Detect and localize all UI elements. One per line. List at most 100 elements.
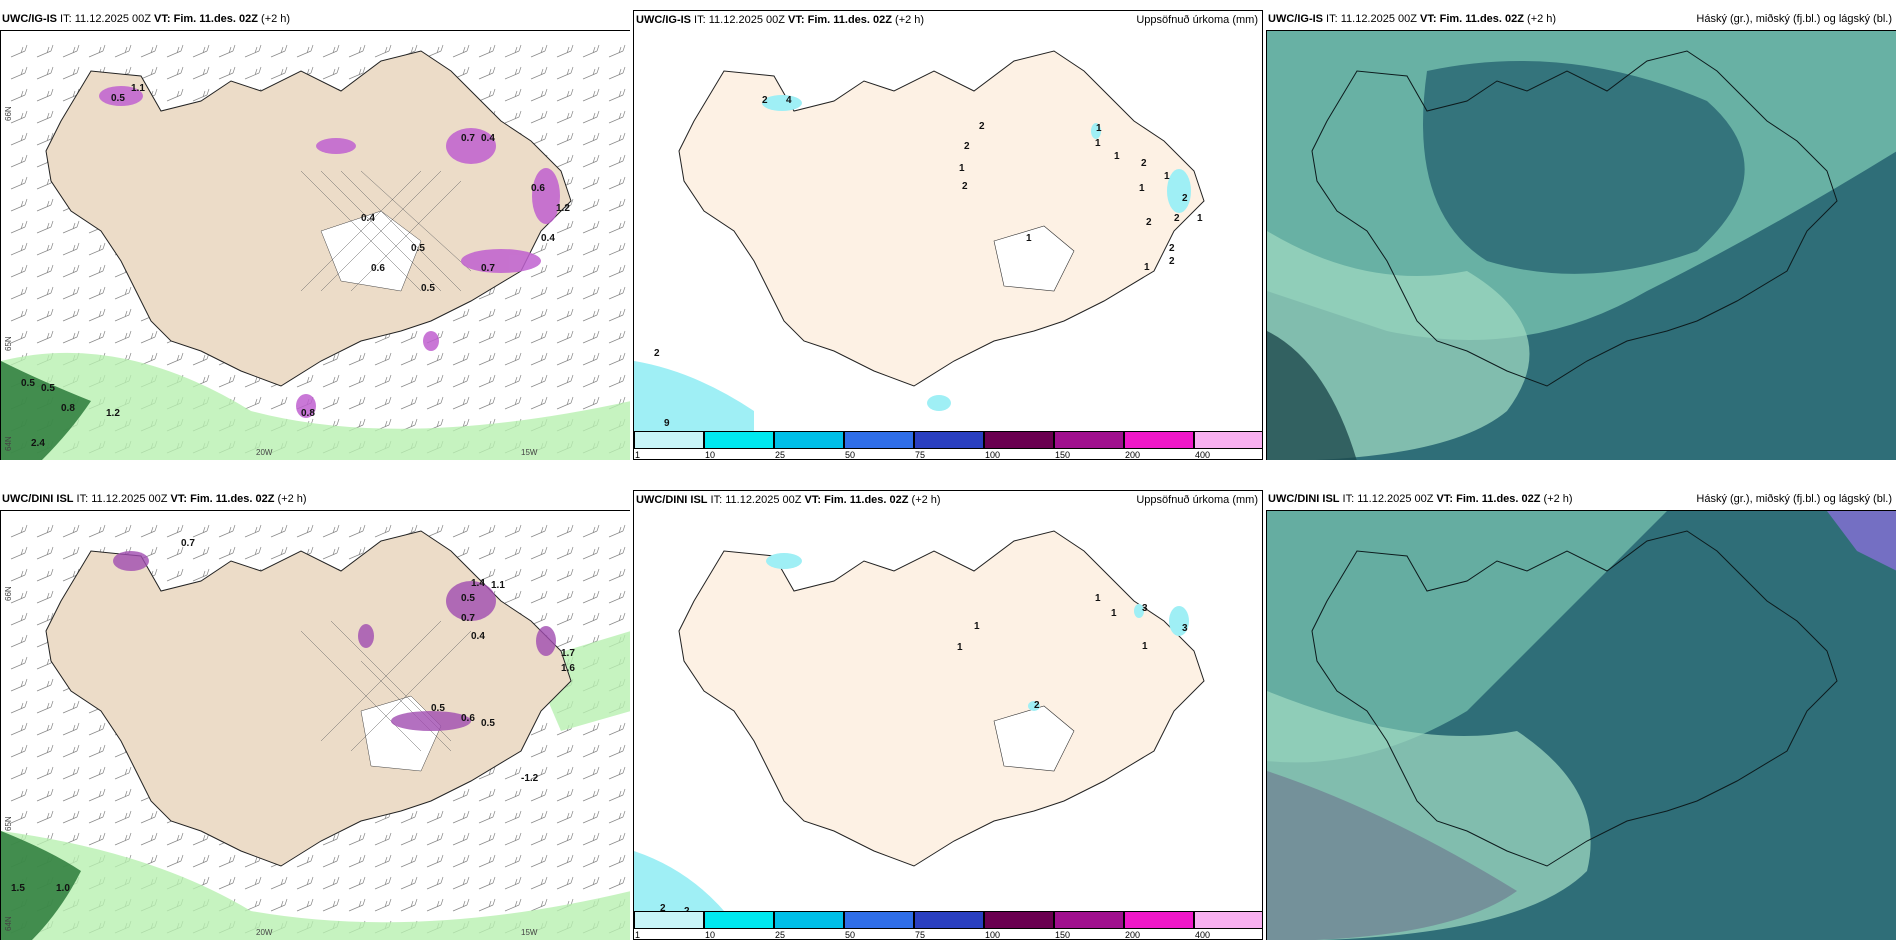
panel-title: UWC/IG-IS IT: 11.12.2025 00Z VT: Fim. 11… [1268,13,1557,25]
wind-barb [36,788,54,802]
wind-barb [582,524,600,538]
wind-barb [530,396,548,410]
wind-barb [400,330,418,344]
wind-barb [36,568,54,582]
value-label: 0.4 [481,133,495,144]
wind-barb [10,176,28,190]
wind-barb [608,810,626,824]
wind-barb [10,810,28,824]
value-label: 2 [964,141,970,152]
value-label: 0.7 [481,263,495,274]
wind-barb [582,612,600,626]
wind-barb [36,198,54,212]
wind-barb [426,352,444,366]
wind-barb [504,374,522,388]
wind-barb [582,374,600,388]
wind-barb [114,330,132,344]
wind-barb [608,524,626,538]
wind-barb [582,352,600,366]
legend-swatch [914,911,984,929]
wind-map: 20W 15W 66N 65N 64N 0.5 0.5 0.8 1.2 2.4 0.7 0.… [0,30,630,460]
wind-barb [582,242,600,256]
wind-barb [400,832,418,846]
wind-barb [608,132,626,146]
wind-barb [88,766,106,780]
legend-label: 10 [705,930,716,940]
precip-map: 1111331222 [634,511,1262,923]
sea-precip [634,361,754,443]
value-label: 2 [660,903,666,914]
wind-barb [322,854,340,868]
wind-barb [478,854,496,868]
value-label: 2 [762,95,768,106]
wind-barb [62,286,80,300]
legend-label: 100 [985,450,1001,460]
wind-barb [114,832,132,846]
wind-barb [62,44,80,58]
wind-barb [582,220,600,234]
value-label: 0.5 [431,703,445,714]
wind-barb [140,66,158,80]
wind-barb [296,44,314,58]
wind-barb [582,110,600,124]
wind-map-svg: 20W 15W 66N 65N 64N 0.5 0.50.8 1.22.40.7 0.… [1,31,630,460]
wind-barb [36,44,54,58]
wind-barb [556,66,574,80]
value-label: 0.4 [471,631,485,642]
wind-barb [348,898,366,912]
wind-barb [400,374,418,388]
legend-swatch [1194,431,1262,449]
wind-barb [400,898,418,912]
legend-label: 400 [1195,450,1211,460]
wind-barb [608,590,626,604]
wind-barb [478,374,496,388]
wind-barb [426,374,444,388]
wind-barb [582,66,600,80]
wind-barb [400,352,418,366]
wind-barb [270,66,288,80]
wind-barb [348,374,366,388]
wind-barb [10,546,28,560]
wind-barb [114,524,132,538]
wind-barb [400,810,418,824]
panel-title: UWC/DINI ISL IT: 11.12.2025 00Z VT: Fim.… [2,493,307,505]
wind-barb [530,44,548,58]
value-label: 2 [1146,217,1152,228]
wind-barb [530,110,548,124]
wind-barb [218,66,236,80]
wind-barb [10,66,28,80]
magenta-blobs [99,86,560,418]
wind-barb [192,66,210,80]
value-label: 2 [1034,700,1040,711]
value-label: 2 [1141,158,1147,169]
wind-barb [478,88,496,102]
cloud-map [1266,510,1896,940]
wind-barb [88,330,106,344]
wind-barb [296,524,314,538]
wind-barb [582,744,600,758]
wind-barb [556,854,574,868]
wind-barb [504,810,522,824]
wind-barb [556,110,574,124]
wind-barb [218,44,236,58]
wind-barb [556,264,574,278]
panel-title: UWC/IG-IS IT: 11.12.2025 00Z VT: Fim. 11… [2,13,291,25]
wind-barb [166,568,184,582]
wind-barb [478,546,496,560]
wind-barb [556,876,574,890]
wind-barb [348,44,366,58]
wind-barb [504,546,522,560]
value-labels: 0.7 1.4 1.1 0.5 0.7 0.4 0.5 0.6 1.7 1.6 -1.2 1.5 1.0… [11,538,575,894]
value-label: 1.1 [491,580,505,591]
panel-variable-title: Uppsöfnuð úrkoma (mm) [1136,494,1258,506]
iceland-land [678,530,1205,867]
wind-barb [530,308,548,322]
wind-barb [88,308,106,322]
wind-barb [556,132,574,146]
wind-barb [530,876,548,890]
cloud-teal [1267,511,1667,763]
wind-barb [556,308,574,322]
wind-barb [10,634,28,648]
wind-barb [36,286,54,300]
wind-barb [556,744,574,758]
